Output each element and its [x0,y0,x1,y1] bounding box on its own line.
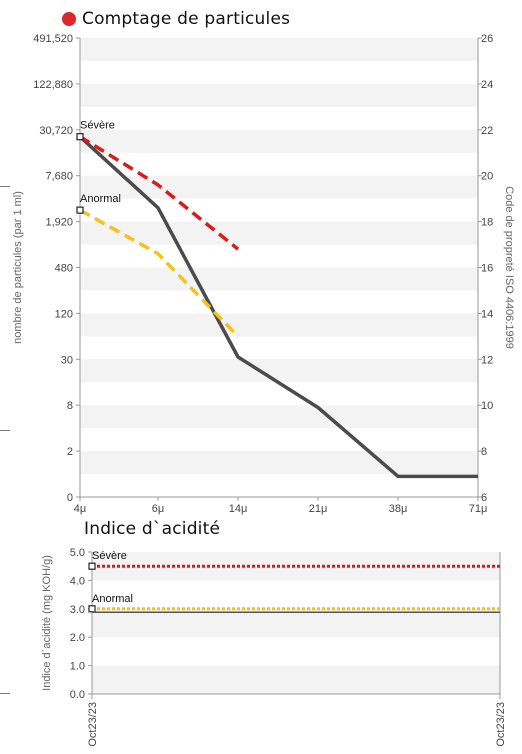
acid-marker-square [88,605,96,613]
acid-x-tick-label: Oct23/23 [495,702,507,747]
y2-axis-title: Code de propreté ISO 4406:1999 [503,186,515,349]
grid-band [80,221,478,245]
left-edge-tick [0,430,10,431]
grid-band [80,313,478,337]
y-tick-label: 122,880 [33,79,73,91]
y-tick-label: 7,680 [45,171,73,183]
acid-x-tick-label: Oct23/23 [87,702,99,747]
y2-tick-label: 14 [481,308,493,320]
y-tick-label: 30 [61,354,73,366]
acid-y-tick-label: 1.0 [70,661,85,673]
x-tick-label: 4μ [74,503,86,515]
red-hexagon-icon [62,12,76,26]
y2-tick-label: 24 [481,79,493,91]
grid-band [92,608,500,638]
x-tick-label: 71μ [469,503,488,515]
acid-marker-label: Sévère [92,550,127,562]
acid-y-axis-title: Indice d`acidité (mg KOH/g) [41,555,53,691]
y-axis-title: nombre de particules (par 1 ml) [12,191,24,344]
x-tick-label: 21μ [309,503,328,515]
grid-band [80,83,478,107]
y-tick-label: 2 [67,446,73,458]
marker-square [76,133,84,141]
x-tick-label: 14μ [229,503,248,515]
marker-label: Sévère [80,120,115,132]
acid-y-tick-label: 4.0 [70,575,85,587]
grid-band [80,38,478,61]
y2-tick-label: 6 [481,492,487,504]
y-tick-label: 30,720 [39,125,73,137]
y-tick-label: 480 [55,263,73,275]
left-edge-tick [0,186,10,187]
particle-count-title-text: Comptage de particules [82,9,291,29]
y-tick-label: 0 [67,492,73,504]
left-edge-tick [0,693,10,694]
x-tick-label: 38μ [389,503,408,515]
severe-limit-line [79,135,240,251]
y2-tick-label: 26 [481,33,493,45]
grid-band [80,451,478,475]
y-tick-label: 1,920 [45,217,73,229]
acid-y-tick-label: 0.0 [70,689,85,701]
grid-band [80,175,478,199]
grid-band [80,267,478,291]
x-tick-label: 6μ [152,503,164,515]
y2-tick-label: 10 [481,400,493,412]
measured-particle-line [78,135,478,479]
acidity-title-text: Indice d`acidité [84,519,221,539]
y2-tick-label: 16 [481,263,493,275]
y2-tick-label: 20 [481,171,493,183]
marker-label: Anormal [80,193,121,205]
y-tick-label: 8 [67,400,73,412]
y2-tick-label: 22 [481,125,493,137]
acid-marker-label: Anormal [92,593,133,605]
acid-y-tick-label: 3.0 [70,604,85,616]
marker-square [76,206,84,214]
acid-y-tick-label: 5.0 [70,547,85,559]
grid-band [80,359,478,383]
particle-count-title: Comptage de particules [62,8,290,30]
y2-tick-label: 18 [481,217,493,229]
acidity-title: Indice d`acidité [84,519,220,539]
y-tick-label: 491,520 [33,33,73,45]
grid-band [80,129,478,153]
y-tick-label: 120 [55,308,73,320]
grid-band [92,665,500,694]
y2-tick-label: 8 [481,446,487,458]
grid-band [80,405,478,429]
abnormal-limit-line [79,208,240,338]
y2-tick-label: 12 [481,354,493,366]
acid-marker-square [88,562,96,570]
acid-y-tick-label: 2.0 [70,632,85,644]
